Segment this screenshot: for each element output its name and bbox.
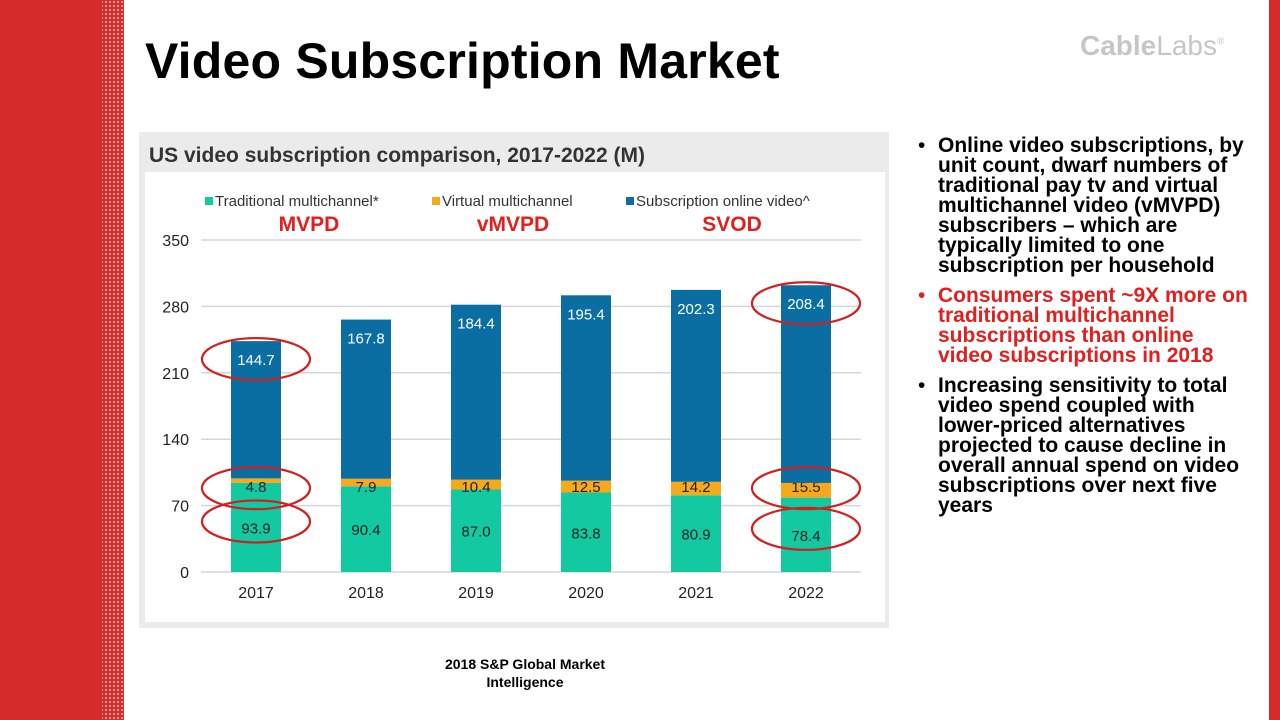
highlight-ellipse [750,506,862,551]
bullet-consumer-spend: Consumers spent ~9X more on traditional … [918,285,1248,366]
x-tick-label: 2017 [238,585,274,602]
highlight-ellipse [200,466,312,511]
legend-label: Virtual multichannel [442,193,573,210]
y-tick-label: 140 [162,432,189,449]
y-tick-label: 70 [171,499,189,516]
left-decorative-stripe [0,0,124,720]
y-tick-label: 210 [162,366,189,383]
source-citation: 2018 S&P Global Market Intelligence [444,656,606,690]
bar-segment [671,495,721,572]
bar-segment [451,479,501,490]
bar-segment [231,341,281,479]
data-label: 12.5 [571,479,600,496]
data-label: 10.4 [461,479,490,496]
bar-segment [341,319,391,479]
data-label: 83.8 [571,525,600,542]
data-label: 7.9 [356,479,377,496]
bar-segment [451,304,501,480]
legend-label: Subscription online video^ [636,193,810,210]
y-tick-label: 0 [180,565,189,582]
highlight-ellipse [200,499,312,544]
data-label: 208.4 [787,296,825,313]
data-label: 144.7 [237,352,275,369]
data-label: 90.4 [351,522,380,539]
stacked-bar-chart: US video subscription comparison, 2017-2… [145,144,885,622]
data-label: 167.8 [347,331,385,348]
segment-annotation-label: SVOD [702,213,762,236]
data-label: 78.4 [791,528,820,545]
right-decorative-stripe [1269,0,1280,720]
bullet-list: Online video subscriptions, by unit coun… [918,135,1248,526]
legend-swatch [626,197,634,205]
x-tick-label: 2018 [348,585,384,602]
data-label: 202.3 [677,301,715,318]
bar-segment [561,492,611,572]
bar-segment [561,295,611,481]
highlight-ellipse [750,281,862,326]
x-tick-label: 2020 [568,585,604,602]
slide-title: Video Subscription Market [145,33,780,89]
chart-title: US video subscription comparison, 2017-2… [149,144,645,167]
bar-segment [561,480,611,493]
data-label: 93.9 [241,520,270,537]
bar-segment [341,478,391,487]
legend-swatch [432,197,440,205]
highlight-ellipse [750,466,862,511]
legend-label: Traditional multichannel* [215,193,379,210]
bar-segment [231,482,281,572]
bar-segment [671,481,721,496]
highlight-ellipse [200,337,312,382]
x-tick-label: 2021 [678,585,714,602]
data-label: 4.8 [246,479,267,496]
data-label: 184.4 [457,316,495,333]
data-label: 15.5 [791,479,820,496]
chart-panel: US video subscription comparison, 2017-2… [139,132,889,628]
cablelabs-logo: CableLabs® [1080,30,1225,61]
segment-annotation-label: MVPD [279,213,340,236]
legend-swatch [205,197,213,205]
bullet-spend-decline: Increasing sensitivity to total video sp… [918,375,1248,516]
bar-segment [231,478,281,483]
y-tick-label: 350 [162,233,189,250]
x-tick-label: 2019 [458,585,494,602]
bar-segment [451,489,501,572]
bar-segment [781,285,831,483]
data-label: 14.2 [681,479,710,496]
bullet-online-video: Online video subscriptions, by unit coun… [918,135,1248,276]
y-tick-label: 280 [162,299,189,316]
bar-segment [781,482,831,498]
bar-segment [341,486,391,572]
data-label: 195.4 [567,306,605,323]
bar-segment [671,289,721,482]
segment-annotation-label: vMVPD [477,213,549,236]
data-label: 87.0 [461,524,490,541]
x-tick-label: 2022 [788,585,824,602]
data-label: 80.9 [681,527,710,544]
